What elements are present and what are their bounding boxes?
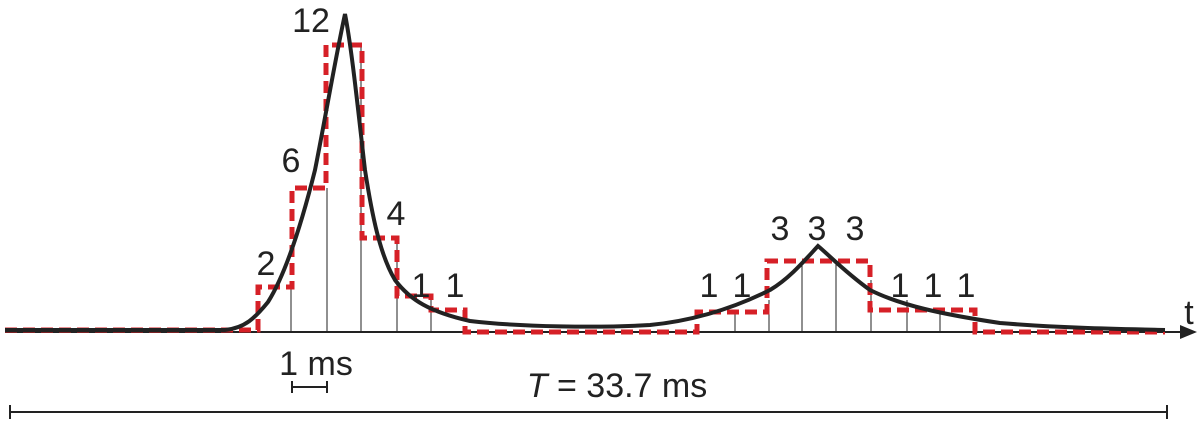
bin-label: 6 (282, 142, 301, 180)
bin-label: 1 (891, 267, 910, 305)
bin-label: 3 (808, 210, 827, 248)
period-symbol: T (527, 367, 550, 405)
bin-label: 2 (257, 245, 276, 283)
bin-label: 3 (846, 210, 865, 248)
scale-bar-label: 1 ms (279, 345, 353, 383)
period-label: T = 33.7 ms (527, 367, 707, 405)
axis-label: t (1184, 294, 1194, 332)
binned-step (5, 42, 1165, 335)
signal-curve (5, 13, 1166, 332)
bin-label: 4 (387, 195, 406, 233)
bin-label: 1 (700, 267, 719, 305)
bin-label: 1 (957, 267, 976, 305)
bin-label: 12 (292, 2, 330, 40)
bin-label: 1 (412, 267, 431, 305)
bin-label: 1 (924, 267, 943, 305)
period-text: = 33.7 ms (557, 367, 707, 405)
bin-label: 3 (771, 210, 790, 248)
axis-arrow (1180, 325, 1197, 339)
bin-dividers (290, 45, 941, 332)
period-bar (9, 405, 1168, 419)
bin-label: 1 (733, 267, 752, 305)
scale-bar (291, 381, 328, 393)
bin-label: 1 (446, 267, 465, 305)
